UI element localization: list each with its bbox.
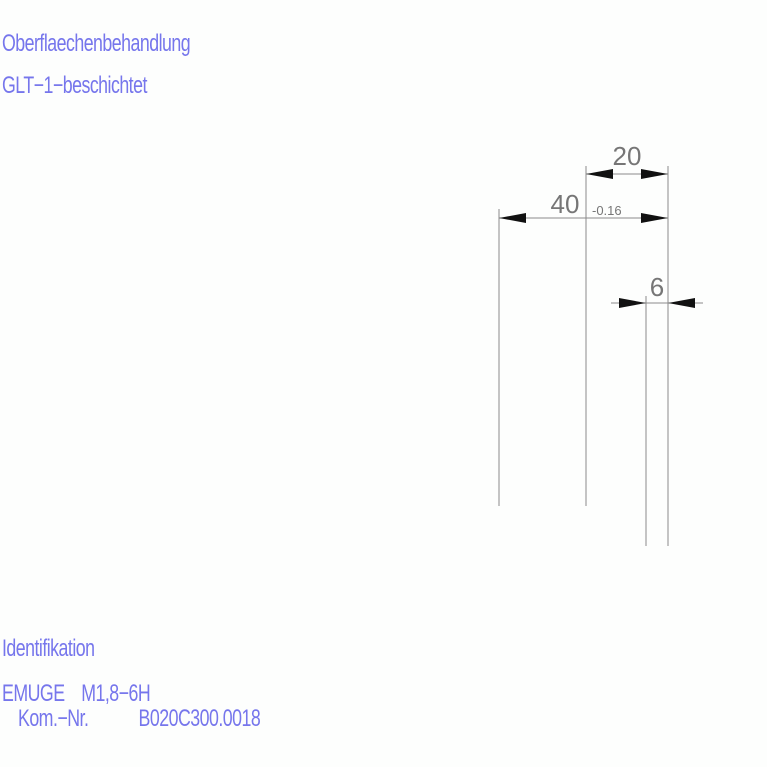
- svg-text:20: 20: [613, 141, 642, 171]
- svg-text:-0.16: -0.16: [592, 203, 622, 218]
- svg-text:6: 6: [650, 272, 664, 302]
- svg-text:40: 40: [551, 189, 580, 219]
